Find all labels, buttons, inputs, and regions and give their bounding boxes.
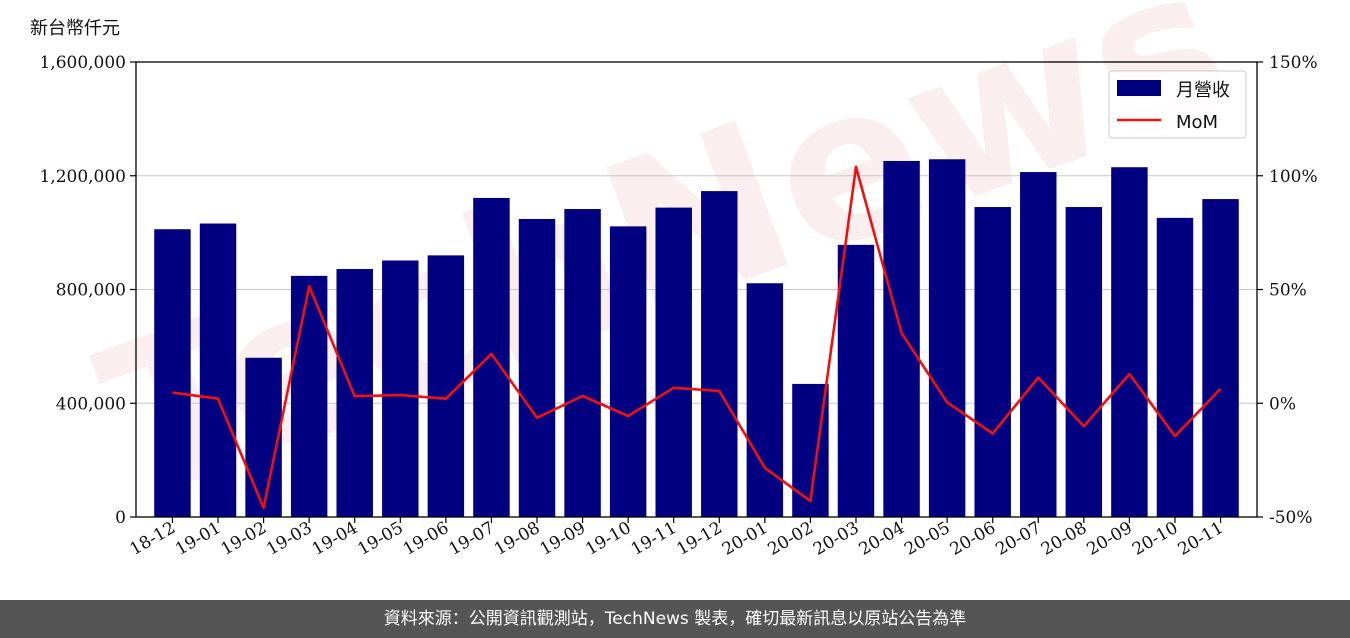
left-tick-label-3: 1,200,000 bbox=[39, 167, 126, 187]
x-tick-label-20-07: 20-07 bbox=[992, 518, 1044, 560]
source-footer: 資料來源：公開資訊觀測站，TechNews 製表，確切最新訊息以原站公告為準 bbox=[0, 600, 1350, 638]
revenue-bar-19-12 bbox=[701, 191, 738, 517]
legend-label-mom: MoM bbox=[1176, 112, 1218, 133]
right-tick-label-3: 100% bbox=[1269, 167, 1318, 187]
y-axis-unit-label: 新台幣仟元 bbox=[30, 18, 120, 39]
revenue-chart: TechNews 0400,000800,0001,200,0001,600,0… bbox=[39, 0, 1318, 560]
revenue-bar-20-09 bbox=[1111, 167, 1148, 517]
x-tick-label-20-04: 20-04 bbox=[856, 518, 908, 560]
x-tick-label-20-05: 20-05 bbox=[901, 518, 953, 560]
revenue-bar-20-11 bbox=[1202, 199, 1239, 517]
left-tick-label-1: 400,000 bbox=[56, 394, 126, 414]
right-tick-label-2: 50% bbox=[1269, 281, 1307, 301]
x-tick-label-20-08: 20-08 bbox=[1038, 518, 1090, 560]
revenue-bar-19-07 bbox=[473, 197, 510, 517]
revenue-bar-19-05 bbox=[382, 260, 419, 517]
source-text: 資料來源：公開資訊觀測站，TechNews 製表，確切最新訊息以原站公告為準 bbox=[383, 609, 967, 629]
revenue-bar-20-06 bbox=[974, 207, 1011, 517]
revenue-bar-19-02 bbox=[245, 357, 282, 517]
revenue-bar-19-01 bbox=[199, 223, 237, 517]
revenue-bar-19-10 bbox=[609, 226, 647, 517]
x-tick-label-19-12: 19-12 bbox=[673, 518, 725, 560]
x-tick-label-20-01: 20-01 bbox=[719, 518, 771, 560]
revenue-bar-19-09 bbox=[564, 209, 601, 517]
x-tick-label-20-03: 20-03 bbox=[810, 518, 862, 560]
x-tick-label-19-07: 19-07 bbox=[445, 518, 497, 560]
x-tick-label-19-04: 19-04 bbox=[309, 518, 361, 560]
revenue-bar-19-03 bbox=[290, 275, 328, 517]
x-tick-label-20-06: 20-06 bbox=[947, 518, 999, 560]
revenue-bar-20-07 bbox=[1020, 172, 1057, 517]
x-tick-label-19-10: 19-10 bbox=[582, 518, 634, 560]
x-tick-label-19-08: 19-08 bbox=[491, 518, 543, 560]
left-tick-label-4: 1,600,000 bbox=[39, 53, 126, 73]
right-tick-label-0: -50% bbox=[1269, 508, 1313, 528]
mom-line-series bbox=[172, 165, 1222, 510]
mom-line bbox=[172, 165, 1222, 510]
revenue-bar-18-12 bbox=[154, 229, 191, 517]
x-tick-label-19-05: 19-05 bbox=[354, 518, 406, 560]
revenue-bar-20-08 bbox=[1065, 207, 1103, 517]
x-tick-label-19-11: 19-11 bbox=[628, 518, 680, 560]
revenue-bar-20-10 bbox=[1156, 217, 1194, 517]
legend: 月營收 MoM bbox=[1108, 70, 1247, 139]
revenue-bars bbox=[154, 159, 1239, 517]
revenue-bar-19-11 bbox=[655, 207, 692, 517]
revenue-bar-19-08 bbox=[518, 218, 556, 517]
x-tick-label-20-09: 20-09 bbox=[1083, 518, 1135, 560]
x-tick-label-20-11: 20-11 bbox=[1175, 518, 1227, 560]
legend-label-revenue: 月營收 bbox=[1176, 80, 1230, 101]
revenue-bar-20-01 bbox=[746, 283, 784, 517]
chart-area: 新台幣仟元 TechNews 0400,000800,0001,200,0001… bbox=[30, 0, 1318, 560]
x-tick-label-19-02: 19-02 bbox=[218, 518, 270, 560]
left-tick-label-0: 0 bbox=[115, 508, 126, 528]
revenue-bar-20-03 bbox=[837, 244, 875, 517]
x-tick-label-19-09: 19-09 bbox=[537, 518, 589, 560]
revenue-bar-20-05 bbox=[928, 159, 966, 517]
x-tick-label-20-10: 20-10 bbox=[1129, 518, 1181, 560]
legend-bar-swatch bbox=[1117, 80, 1161, 96]
right-tick-label-4: 150% bbox=[1269, 53, 1318, 73]
revenue-bar-20-04 bbox=[883, 160, 920, 517]
right-tick-label-1: 0% bbox=[1269, 394, 1296, 414]
x-tick-label-19-03: 19-03 bbox=[263, 518, 315, 560]
left-tick-label-2: 800,000 bbox=[56, 281, 126, 301]
x-tick-label-19-06: 19-06 bbox=[400, 518, 452, 560]
x-tick-label-20-02: 20-02 bbox=[764, 518, 816, 560]
